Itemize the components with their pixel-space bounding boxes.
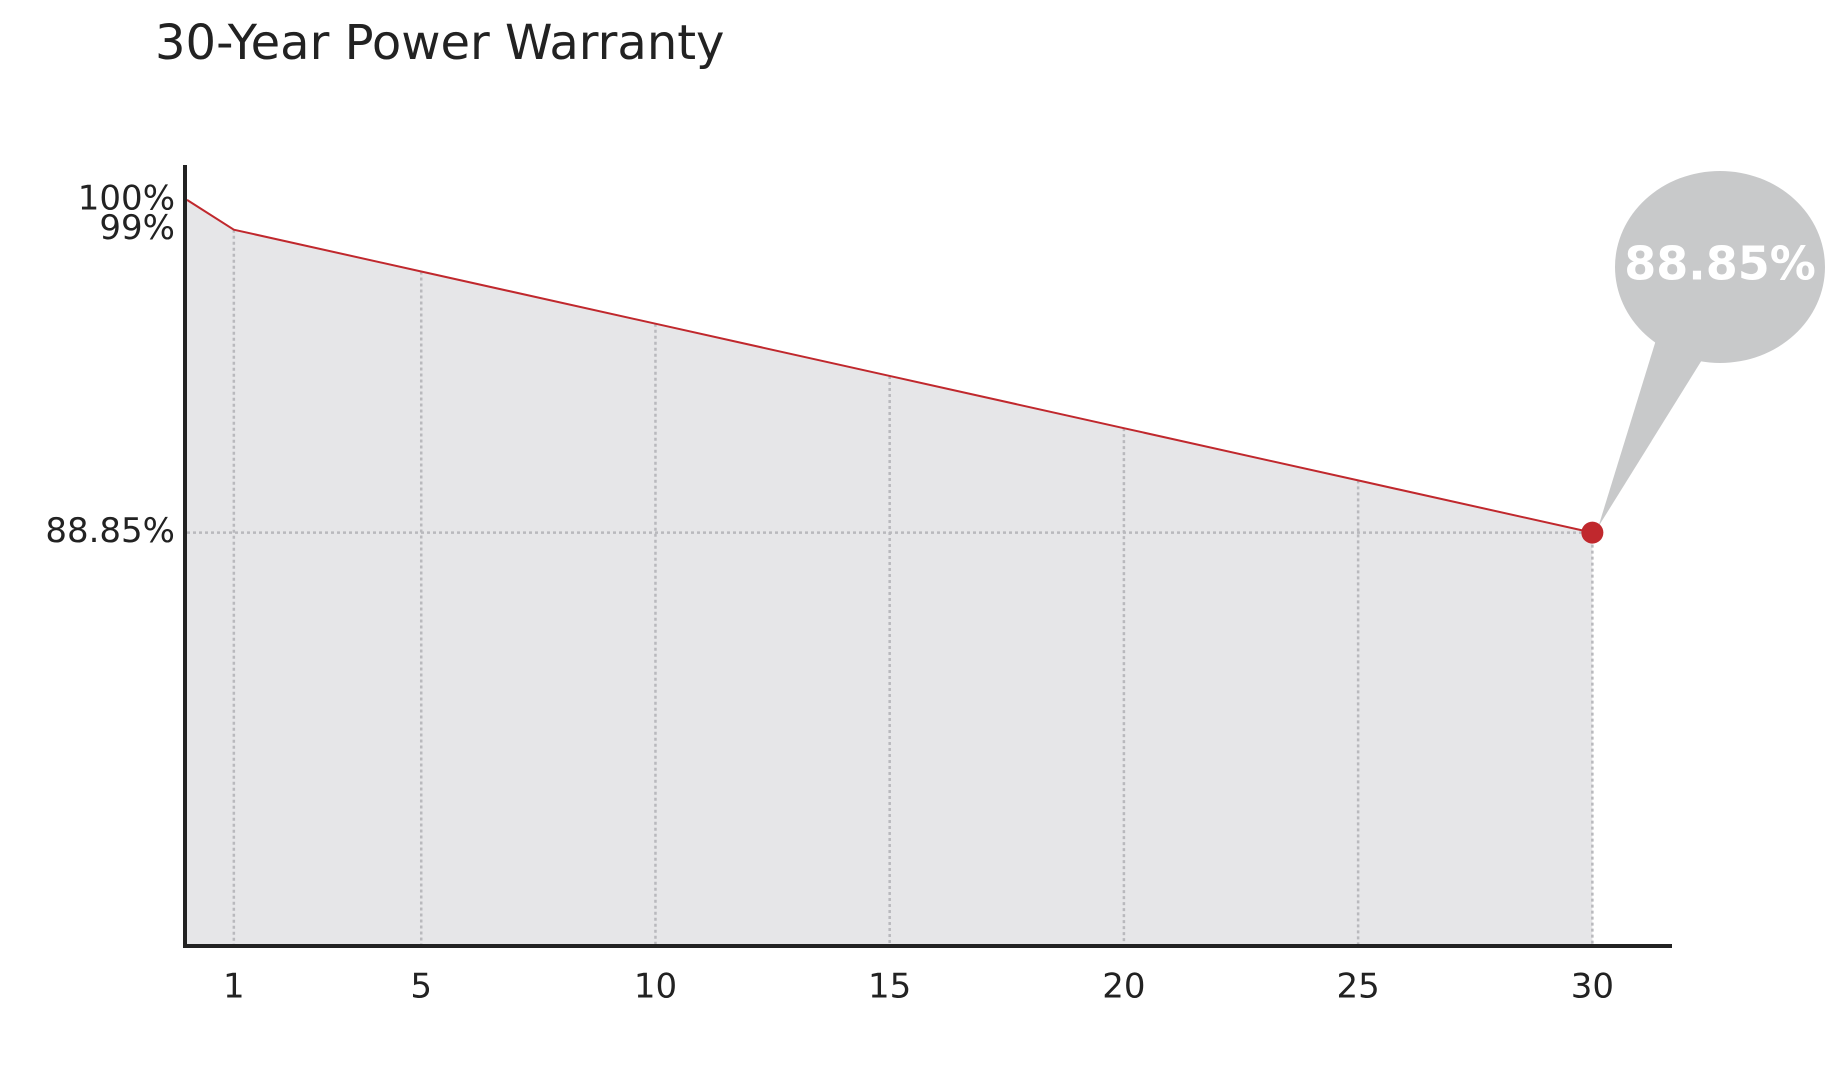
callout-tail (1598, 327, 1710, 527)
y-tick-label: 100% (78, 178, 175, 218)
x-tick-label: 30 (1571, 967, 1614, 1007)
line (186, 199, 1593, 534)
x-tick-label: 20 (1102, 967, 1145, 1007)
callout-bubble (1615, 171, 1825, 363)
y-tick-label: 99% (99, 208, 175, 248)
area-fill (187, 199, 1593, 946)
x-tick-label: 1 (223, 967, 245, 1007)
x-tick-label: 25 (1337, 967, 1380, 1007)
y-tick-label: 88.85% (45, 511, 175, 551)
x-tick-label: 10 (634, 967, 677, 1007)
point (1581, 521, 1604, 544)
x-tick-label: 15 (868, 967, 911, 1007)
x-tick-label: 5 (410, 967, 432, 1007)
chart-title: 30-Year Power Warranty (155, 15, 724, 71)
callout-label: 88.85% (1624, 237, 1816, 291)
